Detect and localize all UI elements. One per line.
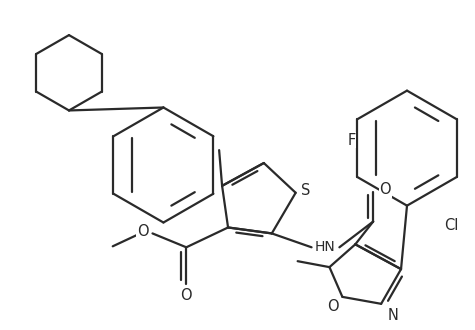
Text: S: S [301,183,310,198]
Text: Cl: Cl [445,218,459,233]
Text: HN: HN [315,240,336,254]
Text: F: F [347,133,355,148]
Text: O: O [327,299,338,314]
Text: N: N [388,308,399,323]
Text: O: O [380,182,391,197]
Text: O: O [180,288,192,303]
Text: O: O [137,224,148,239]
